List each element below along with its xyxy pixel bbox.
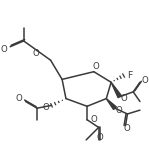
Text: F: F — [127, 71, 133, 80]
Text: O: O — [92, 62, 99, 71]
Text: O: O — [91, 115, 98, 124]
Text: O: O — [121, 94, 127, 103]
Text: O: O — [116, 106, 123, 115]
Text: O: O — [96, 133, 103, 142]
Text: O: O — [1, 45, 7, 54]
Text: O: O — [123, 124, 130, 133]
Text: O: O — [16, 94, 23, 103]
Polygon shape — [111, 82, 121, 98]
Text: O: O — [32, 49, 39, 58]
Text: O: O — [142, 76, 149, 85]
Text: O: O — [43, 103, 50, 112]
Polygon shape — [106, 99, 116, 109]
